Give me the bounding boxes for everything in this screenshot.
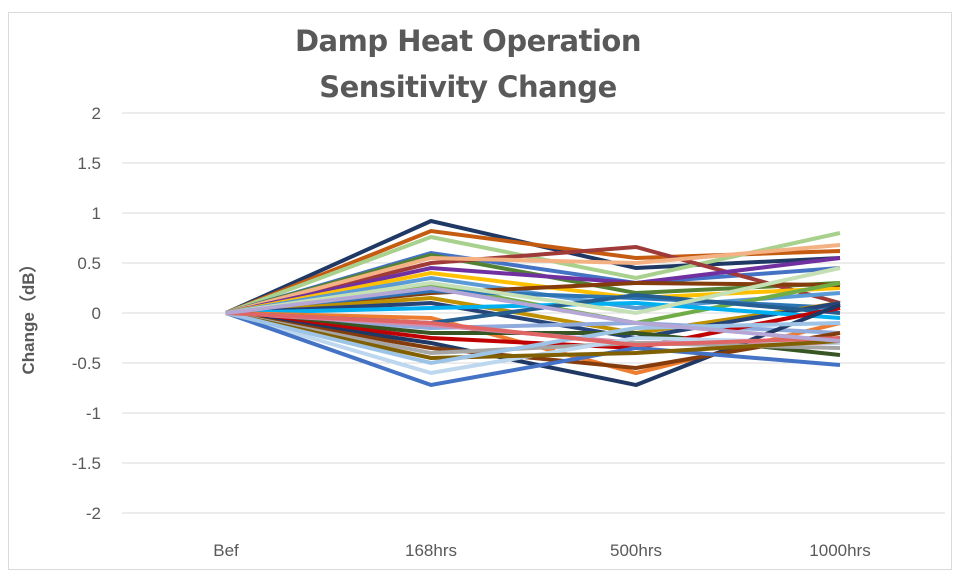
series-line (225, 311, 841, 371)
series-line (225, 270, 841, 315)
x-tick-label: Bef (213, 541, 239, 560)
series-line (225, 300, 841, 341)
series-line (225, 295, 841, 336)
series-line (225, 311, 841, 348)
y-tick-label: 1 (92, 204, 101, 223)
x-tick-label: 500hrs (610, 541, 662, 560)
y-tick-label: -1 (86, 404, 101, 423)
y-tick-label: -1.5 (72, 454, 101, 473)
series-line (225, 306, 841, 351)
x-tick-label: 168hrs (405, 541, 457, 560)
chart-title-line1: Damp Heat Operation (294, 24, 642, 58)
y-tick-label: 1.5 (77, 154, 101, 173)
series-line (225, 311, 841, 366)
series-line (225, 244, 841, 315)
x-tick-label: 1000hrs (809, 541, 870, 560)
y-tick-label: -0.5 (72, 354, 101, 373)
y-tick-label: -2 (86, 504, 101, 523)
y-tick-label: 0 (92, 304, 101, 323)
series-line (225, 266, 841, 316)
series-line (225, 285, 841, 343)
series-line (225, 243, 841, 315)
series-line (225, 311, 841, 388)
chart-title-line2: Sensitivity Change (319, 70, 617, 104)
y-tick-label: 2 (92, 104, 101, 123)
series-line (225, 256, 841, 315)
series-line (225, 311, 841, 361)
y-tick-label: 0.5 (77, 254, 101, 273)
